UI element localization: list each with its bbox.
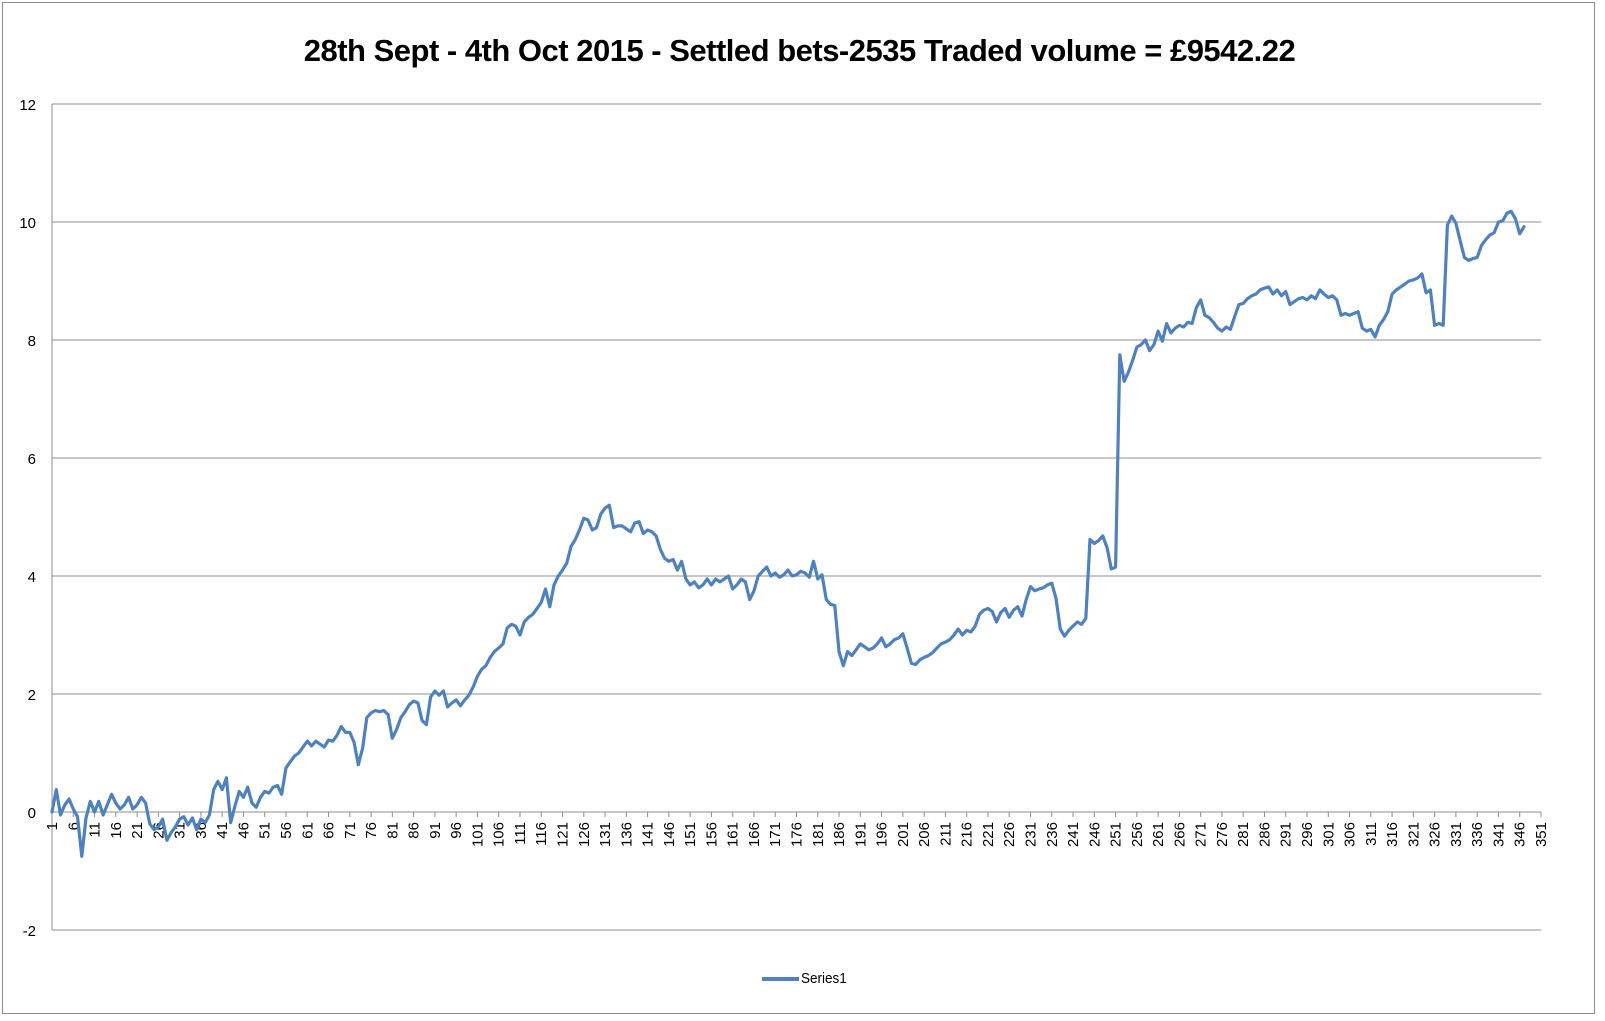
y-tick-label: 8 <box>28 333 36 350</box>
x-tick-label: 186 <box>831 822 848 847</box>
x-tick-label: 316 <box>1384 822 1401 847</box>
x-tick-label: 301 <box>1320 822 1337 847</box>
x-tick-label: 196 <box>874 822 891 847</box>
x-tick-label: 56 <box>278 822 295 839</box>
x-tick-label: 311 <box>1363 822 1380 846</box>
x-tick-label: 141 <box>640 822 657 847</box>
x-tick-label: 61 <box>299 822 316 839</box>
x-tick-label: 81 <box>384 822 401 839</box>
x-tick-label: 201 <box>895 822 912 847</box>
x-tick-label: 231 <box>1022 822 1039 847</box>
x-tick-label: 236 <box>1044 822 1061 847</box>
x-tick-label: 1 <box>44 822 61 830</box>
y-tick-label: 12 <box>19 97 36 114</box>
x-tick-label: 86 <box>406 822 423 839</box>
x-tick-label: 296 <box>1299 822 1316 847</box>
x-tick-label: 276 <box>1214 822 1231 847</box>
x-tick-label: 76 <box>363 822 380 839</box>
x-tick-label: 151 <box>682 822 699 847</box>
x-tick-label: 291 <box>1278 822 1295 847</box>
x-tick-label: 6 <box>65 822 82 830</box>
x-tick-label: 116 <box>533 822 550 846</box>
x-tick-label: 11 <box>87 822 104 838</box>
x-tick-label: 101 <box>469 822 486 847</box>
x-tick-label: 336 <box>1469 822 1486 847</box>
x-tick-label: 326 <box>1427 822 1444 847</box>
x-tick-label: 251 <box>1108 822 1125 847</box>
x-tick-label: 131 <box>597 822 614 847</box>
x-tick-label: 71 <box>342 822 359 839</box>
x-tick-label: 261 <box>1150 822 1167 847</box>
x-tick-label: 341 <box>1490 822 1507 847</box>
x-tick-label: 216 <box>959 822 976 847</box>
x-tick-label: 256 <box>1129 822 1146 847</box>
legend-label-series1: Series1 <box>801 970 847 987</box>
x-tick-label: 166 <box>746 822 763 847</box>
x-tick-label: 176 <box>789 822 806 847</box>
x-tick-label: 181 <box>810 822 827 847</box>
x-tick-label: 106 <box>491 822 508 847</box>
legend-swatch-series1 <box>762 976 799 981</box>
chart-title: 28th Sept - 4th Oct 2015 - Settled bets-… <box>303 33 1296 68</box>
x-tick-label: 241 <box>1065 822 1082 847</box>
x-tick-label: 111 <box>512 822 529 845</box>
y-tick-label: 6 <box>28 451 36 468</box>
x-tick-label: 16 <box>108 822 125 839</box>
x-tick-label: 211 <box>937 822 954 846</box>
x-tick-label: 46 <box>235 822 252 839</box>
y-tick-label: -2 <box>23 923 36 940</box>
x-tick-label: 221 <box>980 822 997 847</box>
x-tick-label: 161 <box>725 822 742 847</box>
x-tick-label: 246 <box>1086 822 1103 847</box>
x-tick-label: 191 <box>852 822 869 847</box>
legend: Series1 <box>762 970 852 987</box>
x-tick-label: 136 <box>618 822 635 847</box>
y-tick-label: 0 <box>28 805 36 822</box>
x-tick-label: 21 <box>129 822 146 839</box>
y-tick-label: 4 <box>28 569 36 586</box>
x-tick-label: 206 <box>916 822 933 847</box>
x-tick-label: 126 <box>576 822 593 847</box>
x-tick-label: 266 <box>1171 822 1188 847</box>
x-tick-label: 271 <box>1193 822 1210 847</box>
x-tick-label: 51 <box>257 822 274 839</box>
x-tick-label: 121 <box>555 822 572 847</box>
x-tick-label: 306 <box>1342 822 1359 847</box>
x-tick-label: 171 <box>767 822 784 847</box>
x-tick-label: 286 <box>1256 822 1273 847</box>
x-tick-label: 331 <box>1448 822 1465 847</box>
x-tick-label: 91 <box>427 822 444 839</box>
x-tick-label: 226 <box>1001 822 1018 847</box>
x-tick-label: 321 <box>1405 822 1422 847</box>
x-tick-label: 156 <box>703 822 720 847</box>
x-tick-label: 66 <box>321 822 338 839</box>
x-tick-label: 96 <box>448 822 465 839</box>
x-tick-label: 351 <box>1533 822 1550 847</box>
x-tick-label: 346 <box>1512 822 1529 847</box>
x-tick-label: 146 <box>661 822 678 847</box>
series-line-1 <box>50 209 1526 858</box>
y-tick-label: 2 <box>28 687 36 704</box>
y-tick-label: 10 <box>19 215 36 232</box>
x-tick-label: 41 <box>214 822 231 839</box>
x-tick-label: 281 <box>1235 822 1252 847</box>
